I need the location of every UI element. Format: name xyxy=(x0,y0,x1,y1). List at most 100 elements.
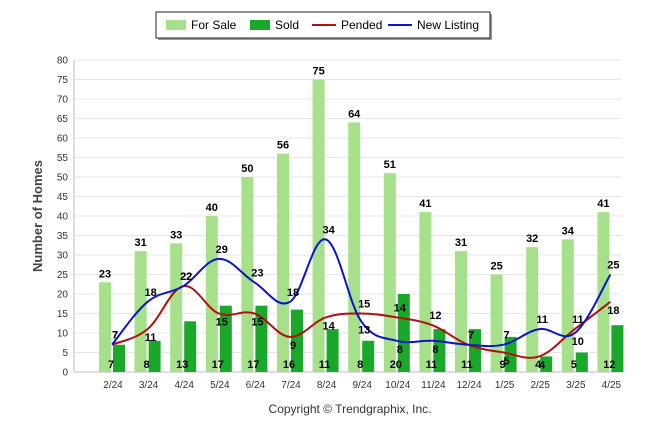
bar-sold xyxy=(291,309,303,372)
label-for-sale: 40 xyxy=(206,202,218,214)
x-tick-label: 12/24 xyxy=(456,380,481,391)
label-sold: 16 xyxy=(283,359,295,371)
label-sold: 17 xyxy=(212,359,224,371)
label-sold: 13 xyxy=(176,359,188,371)
label-new-listing: 7 xyxy=(468,330,474,342)
label-sold: 11 xyxy=(426,359,438,371)
y-tick-label: 70 xyxy=(57,95,69,106)
bar-sold xyxy=(362,340,375,372)
label-new-listing: 34 xyxy=(322,224,335,236)
label-for-sale: 41 xyxy=(597,198,609,210)
label-new-listing: 13 xyxy=(358,324,370,336)
label-new-listing: 29 xyxy=(216,244,228,256)
label-for-sale: 32 xyxy=(526,233,538,245)
y-tick-label: 65 xyxy=(57,114,69,125)
y-tick-label: 0 xyxy=(62,368,68,379)
x-tick-label: 2/24 xyxy=(103,380,123,391)
legend: For Sale Sold Pended New Listing xyxy=(155,11,492,40)
bar-sold xyxy=(219,305,232,372)
label-for-sale: 64 xyxy=(348,108,361,120)
bars xyxy=(99,79,624,373)
y-tick-label: 35 xyxy=(57,231,69,242)
bar-for-sale xyxy=(312,79,325,372)
bar-sold xyxy=(611,325,624,372)
label-pended: 5 xyxy=(504,356,510,368)
label-new-listing: 8 xyxy=(397,344,403,356)
y-tick-label: 40 xyxy=(57,212,69,223)
label-for-sale: 56 xyxy=(277,140,289,152)
y-axis-title: Number of Homes xyxy=(30,160,45,272)
bar-sold xyxy=(540,356,553,372)
label-sold: 17 xyxy=(247,359,259,371)
label-pended: 18 xyxy=(607,305,619,317)
label-pended: 15 xyxy=(216,317,228,329)
label-for-sale: 23 xyxy=(99,268,111,280)
bar-for-sale xyxy=(455,251,467,372)
label-sold: 7 xyxy=(108,359,114,371)
label-new-listing: 7 xyxy=(112,330,118,342)
y-tick-label: 50 xyxy=(57,173,69,184)
grid xyxy=(73,59,622,373)
legend-label: For Sale xyxy=(191,18,237,32)
bar-sold xyxy=(397,294,410,372)
legend-swatch xyxy=(166,20,186,30)
label-pended: 14 xyxy=(394,302,407,314)
label-new-listing: 18 xyxy=(144,287,156,299)
x-tick-label: 2/25 xyxy=(530,380,550,391)
x-tick-label: 8/24 xyxy=(317,380,337,391)
y-tick-label: 15 xyxy=(57,309,69,320)
bar-for-sale xyxy=(526,247,539,372)
label-pended: 4 xyxy=(539,359,546,371)
bar-sold xyxy=(575,352,588,372)
y-tick-label: 10 xyxy=(57,329,69,340)
bar-for-sale xyxy=(277,153,289,372)
label-pended: 9 xyxy=(290,340,296,352)
bar-sold xyxy=(148,340,161,372)
x-tick-label: 11/24 xyxy=(421,380,446,391)
bar-for-sale xyxy=(561,239,574,372)
label-new-listing: 11 xyxy=(536,314,548,326)
bar-for-sale xyxy=(134,251,147,372)
bar-sold xyxy=(326,329,339,372)
label-for-sale: 31 xyxy=(455,237,467,249)
bar-sold xyxy=(433,329,446,372)
bar-sold xyxy=(469,329,481,372)
y-tick-label: 30 xyxy=(57,251,69,262)
y-tick-label: 55 xyxy=(57,153,69,164)
label-for-sale: 34 xyxy=(562,225,575,237)
label-pended: 7 xyxy=(468,330,474,342)
x-tick-label: 4/24 xyxy=(174,380,194,391)
label-for-sale: 33 xyxy=(170,229,182,241)
bar-sold xyxy=(184,321,197,372)
x-tick-label: 6/24 xyxy=(246,380,266,391)
label-for-sale: 51 xyxy=(384,159,396,171)
bar-for-sale xyxy=(241,177,254,372)
label-new-listing: 10 xyxy=(572,336,584,348)
x-tick-label: 7/24 xyxy=(281,380,301,391)
label-sold: 11 xyxy=(461,359,473,371)
legend-item-new-listing: New Listing xyxy=(388,18,479,32)
label-sold: 11 xyxy=(319,359,331,371)
bar-for-sale xyxy=(419,212,432,372)
label-sold: 4 xyxy=(535,359,542,371)
y-tick-label: 25 xyxy=(57,270,69,281)
x-tick-label: 3/24 xyxy=(139,380,159,391)
label-for-sale: 31 xyxy=(134,237,146,249)
label-pended: 14 xyxy=(322,320,335,332)
label-pended: 22 xyxy=(180,271,192,283)
x-tick-label: 9/24 xyxy=(352,380,372,391)
legend-item-for-sale: For Sale xyxy=(166,18,237,32)
line-new-listing xyxy=(111,238,612,348)
y-axis: 0 5 10 15 20 25 30 35 40 45 50 55 60 65 70 75 80 xyxy=(57,56,69,379)
legend-item-pended: Pended xyxy=(312,18,382,32)
label-new-listing: 25 xyxy=(607,260,619,272)
bar-sold xyxy=(113,344,125,372)
label-pended: 7 xyxy=(112,330,118,342)
label-for-sale: 50 xyxy=(241,163,253,175)
label-pended: 12 xyxy=(429,310,441,322)
label-for-sale: 41 xyxy=(419,198,431,210)
y-tick-label: 45 xyxy=(57,192,69,203)
label-sold: 5 xyxy=(571,359,577,371)
